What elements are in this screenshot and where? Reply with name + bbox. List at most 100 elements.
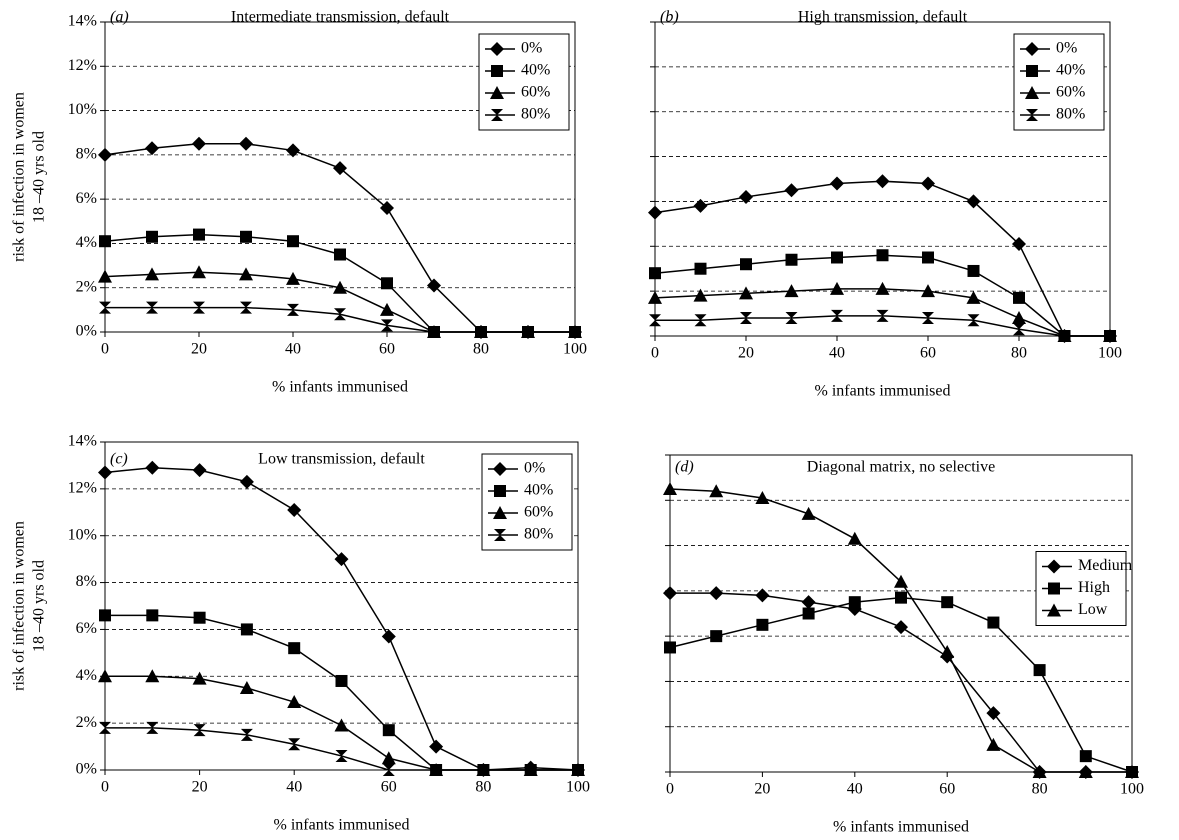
data-point <box>966 194 981 209</box>
legend-label: 40% <box>1056 62 1085 79</box>
data-point <box>986 737 1001 751</box>
x-tick-label: 60 <box>381 779 397 796</box>
y-tick-label: 8% <box>76 573 97 590</box>
data-point <box>784 284 799 298</box>
legend-label: 0% <box>524 460 545 477</box>
legend-marker <box>1048 582 1060 595</box>
data-point <box>875 281 890 295</box>
legend-label: 60% <box>1056 84 1085 101</box>
data-point <box>848 596 861 609</box>
x-tick-label: 20 <box>738 345 754 362</box>
data-point <box>1104 330 1116 342</box>
plot-frame <box>104 441 579 771</box>
data-point <box>146 609 159 622</box>
x-axis-label: % infants immunised <box>274 817 410 834</box>
x-tick-label: 0 <box>101 341 109 358</box>
data-point <box>380 201 394 215</box>
data-point <box>755 491 770 505</box>
data-point <box>430 764 443 776</box>
data-point <box>98 269 112 283</box>
data-point <box>847 531 862 545</box>
y-tick-label: 8% <box>76 146 97 163</box>
data-point <box>1125 765 1139 778</box>
data-point <box>894 620 908 635</box>
data-point <box>895 591 907 604</box>
data-point <box>287 695 302 709</box>
y-axis-label: risk of infection in women <box>11 92 28 262</box>
legend-label: 80% <box>1056 106 1085 123</box>
data-point <box>240 230 252 243</box>
data-point <box>429 739 444 754</box>
data-point <box>831 251 843 264</box>
data-point <box>785 312 798 325</box>
data-point <box>286 143 300 158</box>
y-tick-label: 0% <box>76 323 97 340</box>
x-tick-label: 40 <box>286 779 302 796</box>
x-axis-label: % infants immunised <box>272 379 408 396</box>
x-tick-label: 100 <box>1098 345 1122 362</box>
data-point <box>288 642 301 655</box>
data-point <box>239 267 253 281</box>
data-point <box>648 290 662 304</box>
legend-label: 0% <box>1056 40 1077 57</box>
data-point <box>99 301 111 314</box>
data-point <box>921 284 935 298</box>
data-point <box>1058 330 1071 342</box>
data-point <box>381 319 393 332</box>
series-line <box>654 254 1110 337</box>
data-point <box>966 290 981 304</box>
data-point <box>830 281 844 295</box>
legend-label: 80% <box>524 526 553 543</box>
data-point <box>475 326 487 338</box>
data-point <box>739 189 753 204</box>
data-point <box>664 641 676 654</box>
x-tick-label: 20 <box>191 341 207 358</box>
data-point <box>99 609 111 622</box>
data-point <box>784 183 799 198</box>
legend-marker <box>1026 109 1038 121</box>
y-tick-label: 14% <box>68 433 97 450</box>
data-point <box>785 253 798 266</box>
data-point <box>876 249 889 262</box>
panel-label: (d) <box>675 459 694 476</box>
data-point <box>1078 765 1093 778</box>
data-point <box>709 484 724 498</box>
legend-marker <box>1047 559 1061 574</box>
data-point <box>192 463 207 478</box>
y-tick-label: 0% <box>76 761 97 778</box>
data-point <box>286 271 300 285</box>
data-point <box>1079 750 1092 763</box>
data-point <box>987 616 1000 629</box>
data-point <box>694 314 707 327</box>
data-point <box>239 136 253 151</box>
data-point <box>941 596 954 609</box>
legend-marker <box>493 506 507 519</box>
y-tick-label: 6% <box>76 620 97 637</box>
data-point <box>986 706 1001 721</box>
data-point <box>335 749 348 762</box>
legend-marker <box>1047 603 1061 617</box>
data-point <box>427 278 441 293</box>
data-point <box>146 230 158 243</box>
data-point <box>522 326 534 338</box>
data-point <box>333 161 347 176</box>
y-axis-label: 18 –40 yrs old <box>31 131 48 223</box>
data-point <box>755 588 770 603</box>
data-point <box>801 506 816 520</box>
data-point <box>1032 765 1047 778</box>
data-point <box>380 302 394 316</box>
x-tick-label: 0 <box>666 781 674 798</box>
data-point <box>193 228 205 241</box>
data-point <box>382 764 395 776</box>
data-point <box>1033 664 1046 677</box>
x-tick-label: 20 <box>192 779 208 796</box>
data-point <box>240 623 253 636</box>
data-point <box>192 136 206 151</box>
data-point <box>239 474 254 489</box>
y-tick-label: 12% <box>68 57 97 74</box>
y-tick-label: 12% <box>68 480 97 497</box>
legend-label: 40% <box>521 62 550 79</box>
data-point <box>145 267 159 281</box>
chart-title: High transmission, default <box>798 9 968 26</box>
data-point <box>334 308 346 321</box>
